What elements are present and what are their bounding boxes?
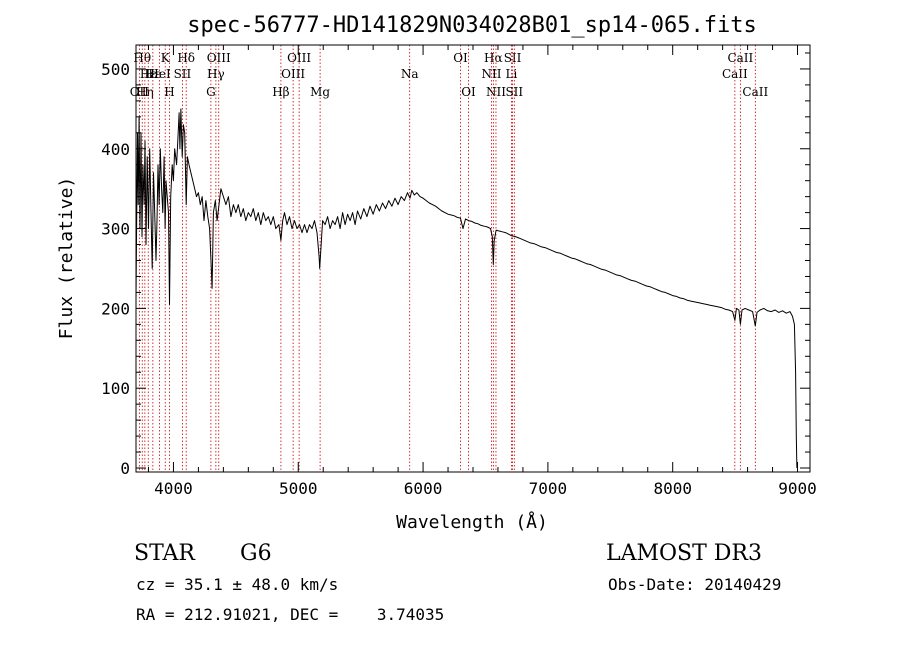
x-tick-label: 4000 — [154, 479, 193, 498]
survey-name: LAMOST DR3 — [606, 541, 762, 566]
line-marker-label: Mg — [310, 85, 330, 99]
line-marker-label: Hα — [484, 51, 503, 65]
coords-text: RA = 212.91021, DEC = 3.74035 — [136, 605, 444, 624]
object-subclass: G6 — [240, 541, 272, 566]
line-marker-label: OIII — [287, 51, 311, 65]
x-tick-label: 6000 — [404, 479, 443, 498]
line-marker-label: Hγ — [207, 67, 225, 81]
line-marker-label: Hε — [145, 67, 162, 81]
line-marker-label: K — [161, 51, 171, 65]
line-marker-label: SII — [174, 67, 192, 81]
y-tick-label: 400 — [101, 140, 130, 159]
line-marker-label: Hδ — [177, 51, 195, 65]
line-marker-label: Na — [401, 67, 419, 81]
chart-title: spec-56777-HD141829N034028B01_sp14-065.f… — [187, 13, 757, 38]
line-markers: OIIHθHηHεHεHeIKHSIIHδGHγOIIIHβOIIIOIIIMg… — [130, 45, 768, 472]
x-tick-label: 5000 — [279, 479, 318, 498]
y-tick-label: 0 — [120, 459, 130, 478]
line-marker-label: CaII — [742, 85, 768, 99]
line-marker-label: Li — [506, 67, 518, 81]
line-marker-label: SII — [505, 85, 523, 99]
y-tick-label: 100 — [101, 379, 130, 398]
spectrum-series — [135, 108, 798, 469]
y-axis-label: Flux (relative) — [56, 177, 77, 340]
line-marker-label: NII — [486, 85, 506, 99]
y-tick-label: 200 — [101, 299, 130, 318]
redshift-text: cz = 35.1 ± 48.0 km/s — [136, 575, 338, 594]
line-marker-label: OI — [453, 51, 468, 65]
line-marker-label: HeI — [148, 67, 171, 81]
line-marker-label: SII — [504, 51, 522, 65]
plot-frame — [135, 44, 811, 473]
line-marker-label: H — [164, 85, 174, 99]
line-marker-label: OIII — [281, 67, 305, 81]
line-marker-label: Hβ — [272, 85, 289, 99]
obs-date-text: Obs-Date: 20140429 — [608, 575, 781, 594]
line-marker-label: OII — [130, 85, 150, 99]
line-marker-label: G — [206, 85, 216, 99]
y-tick-label: 300 — [101, 220, 130, 239]
x-tick-label: 9000 — [778, 479, 817, 498]
line-marker-label: OIII — [207, 51, 231, 65]
x-tick-label: 8000 — [653, 479, 692, 498]
x-axis-label: Wavelength (Å) — [396, 511, 548, 533]
line-marker-label: Hη — [136, 85, 154, 99]
x-tick-label: 7000 — [529, 479, 568, 498]
line-marker-label: Hε — [140, 67, 157, 81]
object-class: STAR — [134, 541, 196, 566]
line-marker-label: Hθ — [133, 51, 151, 65]
spectrum-line — [135, 108, 798, 469]
axis-ticks: 4000 5000 6000 7000 8000 9000 0 100 200 300 400 500 — [101, 45, 817, 498]
line-marker-label: CaII — [722, 67, 748, 81]
y-tick-label: 500 — [101, 60, 130, 79]
line-marker-label: CaII — [727, 51, 753, 65]
line-marker-label: OI — [461, 85, 476, 99]
line-marker-label: NII — [481, 67, 501, 81]
